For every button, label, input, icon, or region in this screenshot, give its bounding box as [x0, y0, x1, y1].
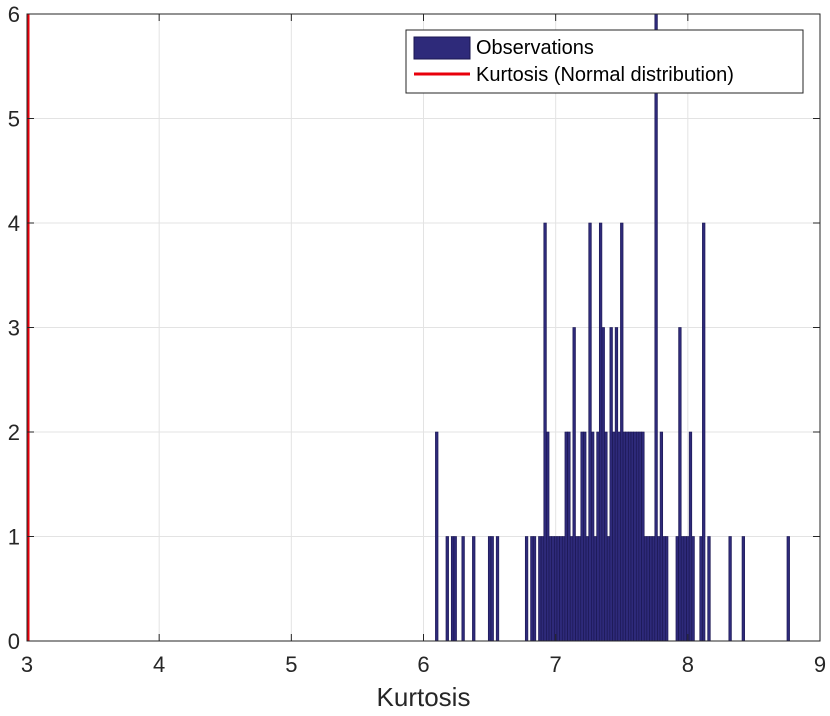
histogram-bars [435, 13, 790, 642]
x-tick-label: 7 [550, 652, 562, 677]
histogram-bar [495, 536, 500, 642]
histogram-bar [617, 431, 621, 642]
histogram-bar [659, 431, 664, 642]
y-tick-label: 5 [8, 107, 20, 132]
histogram-bar [646, 536, 650, 642]
histogram-bar [585, 536, 590, 642]
histogram-bar [569, 536, 574, 642]
histogram-bar [532, 536, 537, 642]
histogram-bar [786, 536, 790, 642]
histogram-bar [662, 536, 666, 642]
histogram-bar [453, 536, 457, 642]
histogram-bar [450, 536, 455, 642]
histogram-bar [707, 536, 711, 642]
axis-ticks: 3 4 5 6 7 8 9 0 1 2 3 4 5 6 [8, 2, 826, 677]
histogram-bar [649, 536, 653, 642]
histogram-bar [609, 327, 613, 642]
histogram-bar [554, 536, 558, 642]
histogram-bar [665, 536, 669, 642]
histogram-bar [593, 536, 597, 642]
histogram-bar [546, 431, 550, 642]
histogram-bar [657, 536, 661, 642]
histogram-bar [572, 327, 576, 642]
histogram-bar [598, 222, 603, 642]
histogram-bar [633, 431, 637, 642]
x-tick-label: 9 [814, 652, 826, 677]
histogram-bar [540, 536, 545, 642]
histogram-bar [564, 431, 568, 642]
x-tick-label: 3 [21, 652, 33, 677]
x-tick-label: 6 [417, 652, 429, 677]
histogram-bar [538, 536, 542, 642]
y-tick-label: 4 [8, 211, 20, 236]
histogram-bar [588, 222, 592, 642]
y-tick-label: 6 [8, 2, 20, 27]
histogram-bar [612, 431, 616, 642]
histogram-bar [702, 222, 706, 642]
legend-label-observations: Observations [476, 37, 594, 59]
histogram-bar [548, 536, 553, 642]
histogram-bar [591, 431, 595, 642]
histogram-bar [641, 431, 645, 642]
histogram-bar [524, 536, 529, 642]
histogram-bar [683, 536, 687, 642]
histogram-bar [559, 536, 563, 642]
histogram-bar [620, 222, 624, 642]
histogram-bar [622, 431, 627, 642]
histogram-bar [635, 431, 640, 642]
legend-label-normal-kurtosis: Kurtosis (Normal distribution) [476, 64, 734, 86]
histogram-bar [577, 536, 582, 642]
histogram-bar [728, 536, 732, 642]
histogram-bar [686, 536, 690, 642]
histogram-bar [604, 431, 608, 642]
histogram-bar [445, 536, 449, 642]
histogram-bar [583, 431, 587, 642]
histogram-bar [567, 431, 571, 642]
histogram-bar [628, 431, 632, 642]
histogram-bar [741, 536, 745, 642]
legend-box [405, 29, 804, 94]
histogram-bar [551, 536, 555, 642]
histogram-bar [556, 536, 560, 642]
histogram-bar [596, 431, 600, 642]
histogram-bar [543, 222, 547, 642]
histogram-bar [680, 536, 685, 642]
x-tick-label: 5 [285, 652, 297, 677]
histogram-bar [699, 536, 703, 642]
legend-swatch-observations [413, 36, 471, 60]
histogram-bar [691, 536, 695, 642]
histogram-bar [580, 431, 584, 642]
histogram-bar [490, 536, 494, 642]
histogram-bar [435, 431, 439, 642]
histogram-bar [643, 536, 648, 642]
histogram-bar [561, 536, 566, 642]
histogram-bar [675, 536, 679, 642]
histogram-bar [651, 536, 656, 642]
histogram-bar [606, 536, 611, 642]
y-tick-label: 1 [8, 525, 20, 550]
x-tick-label: 8 [682, 652, 694, 677]
y-tick-label: 3 [8, 316, 20, 341]
histogram-bar [575, 536, 579, 642]
x-tick-label: 4 [153, 652, 165, 677]
histogram-bar [601, 327, 605, 642]
histogram-bar [638, 431, 642, 642]
histogram-bar [630, 431, 634, 642]
histogram-bar [487, 536, 492, 642]
histogram-bar [678, 327, 682, 642]
histogram-bar [614, 327, 619, 642]
legend: Observations Kurtosis (Normal distributi… [405, 29, 804, 94]
x-axis-title: Kurtosis [377, 682, 471, 712]
y-tick-label: 2 [8, 420, 20, 445]
histogram-bar [472, 536, 476, 642]
histogram-bar [625, 431, 629, 642]
histogram-bar [461, 536, 465, 642]
histogram-bar [688, 431, 693, 642]
histogram-bar [530, 536, 534, 642]
histogram-bar [654, 13, 658, 642]
y-tick-label: 0 [8, 629, 20, 654]
